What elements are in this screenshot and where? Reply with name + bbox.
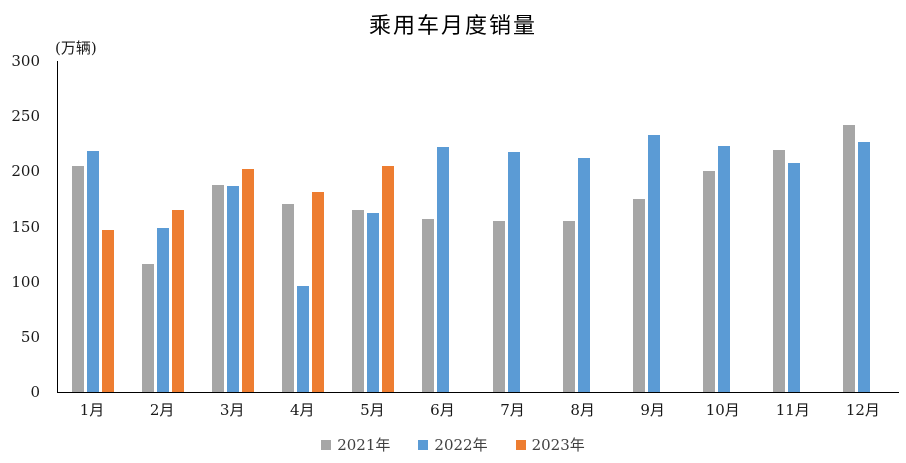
plot-area <box>57 61 899 393</box>
month-group-5月 <box>338 61 408 392</box>
y-tick-label: 150 <box>11 217 40 236</box>
x-axis-labels: 1月 2月 3月 4月 5月 6月 7月 8月 9月 10月 11月 12月 <box>57 399 898 420</box>
bar-2023年-4月 <box>312 192 325 392</box>
month-group-2月 <box>128 61 198 392</box>
month-group-6月 <box>408 61 478 392</box>
bar-2021年-5月 <box>352 210 365 392</box>
month-group-10月 <box>689 61 759 392</box>
x-tick-label: 2月 <box>149 401 175 419</box>
month-group-7月 <box>478 61 548 392</box>
bar-2021年-11月 <box>772 150 785 392</box>
bar-2021年-2月 <box>142 264 155 392</box>
x-tick-label: 1月 <box>79 401 105 419</box>
y-axis-unit-label: (万辆) <box>55 39 97 57</box>
month-group-11月 <box>759 61 829 392</box>
bar-2021年-9月 <box>632 198 645 392</box>
bar-2022年-2月 <box>157 227 170 392</box>
x-tick-label: 9月 <box>640 401 665 419</box>
month-group-3月 <box>198 61 268 392</box>
y-tick-label: 250 <box>11 107 40 126</box>
bar-2022年-5月 <box>367 212 380 392</box>
y-tick-label: 50 <box>20 327 40 346</box>
legend-label: 2023年 <box>531 436 585 454</box>
bar-2022年-9月 <box>647 134 660 392</box>
bar-2022年-11月 <box>787 163 800 392</box>
x-tick-label: 11月 <box>775 401 810 419</box>
bar-2022年-7月 <box>507 152 520 392</box>
bar-2021年-10月 <box>702 170 715 392</box>
bar-2021年-8月 <box>562 220 575 392</box>
bar-2023年-3月 <box>242 169 255 392</box>
bar-2022年-6月 <box>437 146 450 392</box>
bar-2022年-4月 <box>297 285 310 392</box>
x-tick-label: 6月 <box>430 401 455 419</box>
legend-swatch-icon <box>321 439 332 450</box>
month-group-8月 <box>549 61 619 392</box>
x-tick-label: 5月 <box>360 401 385 419</box>
legend-swatch-icon <box>515 439 526 450</box>
bar-2023年-1月 <box>102 229 115 392</box>
bar-2022年-3月 <box>227 186 240 392</box>
bar-2023年-5月 <box>382 165 395 392</box>
legend-label: 2022年 <box>434 436 488 454</box>
y-tick-label: 200 <box>11 162 40 181</box>
bar-2021年-3月 <box>212 185 225 392</box>
x-tick-label: 3月 <box>219 401 245 419</box>
bar-2022年-1月 <box>87 150 100 392</box>
bar-2021年-7月 <box>492 220 505 392</box>
month-group-1月 <box>58 61 128 392</box>
x-tick-label: 10月 <box>705 401 740 419</box>
x-tick-label: 4月 <box>290 401 315 419</box>
legend-label: 2021年 <box>337 436 391 454</box>
legend-item-2021年: 2021年 <box>321 434 390 455</box>
month-group-4月 <box>268 61 338 392</box>
y-tick-label: 0 <box>30 383 40 401</box>
bar-2022年-10月 <box>717 145 730 392</box>
chart-title: 乘用车月度销量 <box>368 14 537 39</box>
legend: 2021年 2022年 2023年 <box>0 434 906 455</box>
month-group-12月 <box>829 61 899 392</box>
legend-item-2023年: 2023年 <box>515 434 585 455</box>
bar-2021年-4月 <box>282 204 295 392</box>
bar-2023年-2月 <box>172 209 185 392</box>
bar-2021年-1月 <box>72 166 85 392</box>
legend-swatch-icon <box>418 439 429 450</box>
bar-2021年-6月 <box>422 218 435 392</box>
x-tick-label: 12月 <box>845 401 880 419</box>
y-axis-labels: 0 50 100 150 200 250 300 <box>0 52 48 401</box>
y-tick-label: 300 <box>11 52 40 70</box>
legend-item-2022年: 2022年 <box>418 434 488 455</box>
x-tick-label: 7月 <box>500 401 525 419</box>
x-tick-label: 8月 <box>570 401 595 419</box>
bar-2022年-12月 <box>857 142 870 392</box>
y-tick-label: 100 <box>11 272 40 291</box>
bar-2021年-12月 <box>842 124 855 392</box>
month-group-9月 <box>619 61 689 392</box>
bar-2022年-8月 <box>577 157 590 392</box>
